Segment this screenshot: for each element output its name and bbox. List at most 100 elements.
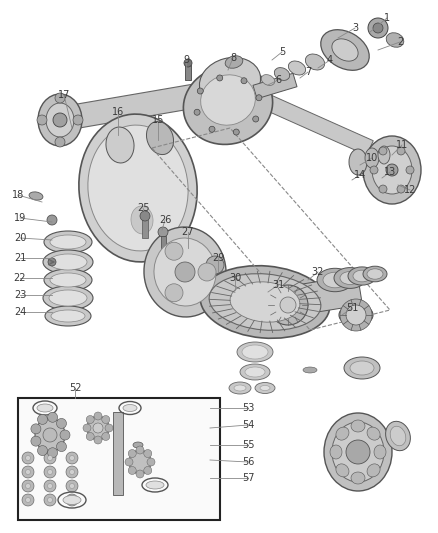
Ellipse shape bbox=[344, 357, 380, 379]
Circle shape bbox=[93, 423, 103, 433]
Ellipse shape bbox=[367, 464, 380, 477]
Text: 10: 10 bbox=[366, 153, 378, 163]
Circle shape bbox=[44, 466, 56, 478]
Circle shape bbox=[140, 211, 150, 221]
Circle shape bbox=[346, 440, 370, 464]
Ellipse shape bbox=[38, 94, 82, 146]
Text: 17: 17 bbox=[58, 90, 70, 100]
Polygon shape bbox=[283, 275, 362, 317]
Text: 30: 30 bbox=[229, 273, 241, 283]
Circle shape bbox=[25, 497, 31, 503]
Circle shape bbox=[368, 18, 388, 38]
Ellipse shape bbox=[225, 56, 243, 68]
Ellipse shape bbox=[350, 361, 374, 375]
Ellipse shape bbox=[198, 263, 216, 281]
Text: 1: 1 bbox=[384, 13, 390, 23]
Ellipse shape bbox=[200, 265, 330, 338]
Ellipse shape bbox=[51, 310, 85, 322]
Text: 12: 12 bbox=[404, 185, 416, 195]
Circle shape bbox=[373, 23, 383, 33]
Text: 23: 23 bbox=[14, 290, 26, 300]
Circle shape bbox=[66, 480, 78, 492]
Ellipse shape bbox=[131, 206, 153, 234]
Circle shape bbox=[44, 494, 56, 506]
Circle shape bbox=[136, 470, 144, 478]
Ellipse shape bbox=[390, 426, 406, 446]
Ellipse shape bbox=[63, 496, 81, 505]
Text: 32: 32 bbox=[312, 267, 324, 277]
Circle shape bbox=[22, 494, 34, 506]
Ellipse shape bbox=[245, 367, 265, 377]
Ellipse shape bbox=[340, 299, 372, 331]
Ellipse shape bbox=[43, 286, 93, 310]
Text: 11: 11 bbox=[396, 140, 408, 150]
Circle shape bbox=[147, 458, 155, 466]
Circle shape bbox=[83, 424, 91, 432]
Circle shape bbox=[136, 446, 144, 454]
Text: 8: 8 bbox=[230, 53, 236, 63]
Circle shape bbox=[102, 416, 110, 424]
Ellipse shape bbox=[199, 58, 261, 107]
Circle shape bbox=[253, 116, 259, 122]
Polygon shape bbox=[142, 218, 148, 238]
Circle shape bbox=[94, 436, 102, 444]
Circle shape bbox=[102, 432, 110, 440]
Ellipse shape bbox=[146, 481, 164, 489]
Circle shape bbox=[86, 432, 94, 440]
Circle shape bbox=[209, 126, 215, 132]
Circle shape bbox=[22, 466, 34, 478]
Circle shape bbox=[47, 215, 57, 225]
Text: 27: 27 bbox=[182, 227, 194, 237]
Ellipse shape bbox=[324, 413, 392, 491]
Circle shape bbox=[379, 147, 387, 155]
Circle shape bbox=[73, 115, 83, 125]
Circle shape bbox=[175, 262, 195, 282]
Circle shape bbox=[397, 185, 405, 193]
Circle shape bbox=[48, 448, 58, 458]
Text: 51: 51 bbox=[346, 303, 358, 313]
Circle shape bbox=[144, 449, 152, 457]
Text: 2: 2 bbox=[397, 37, 403, 47]
Circle shape bbox=[280, 297, 296, 313]
Text: 52: 52 bbox=[69, 383, 81, 393]
Ellipse shape bbox=[378, 146, 390, 164]
Polygon shape bbox=[113, 412, 123, 495]
Ellipse shape bbox=[340, 271, 360, 285]
Ellipse shape bbox=[146, 122, 173, 155]
Text: 53: 53 bbox=[242, 403, 254, 413]
Text: 55: 55 bbox=[242, 440, 254, 450]
Circle shape bbox=[70, 456, 74, 461]
Ellipse shape bbox=[37, 404, 53, 412]
Text: 7: 7 bbox=[305, 67, 311, 77]
Ellipse shape bbox=[332, 422, 384, 482]
Ellipse shape bbox=[44, 269, 92, 291]
Ellipse shape bbox=[43, 250, 93, 274]
Ellipse shape bbox=[260, 385, 270, 391]
Ellipse shape bbox=[79, 114, 197, 262]
Circle shape bbox=[70, 497, 74, 503]
Ellipse shape bbox=[129, 450, 151, 474]
Circle shape bbox=[128, 449, 136, 457]
Circle shape bbox=[31, 436, 41, 446]
Ellipse shape bbox=[133, 442, 143, 448]
Ellipse shape bbox=[351, 420, 365, 432]
Ellipse shape bbox=[50, 235, 86, 249]
Ellipse shape bbox=[305, 54, 325, 70]
Ellipse shape bbox=[317, 268, 353, 292]
Text: 20: 20 bbox=[14, 233, 26, 243]
Ellipse shape bbox=[336, 464, 349, 477]
Ellipse shape bbox=[242, 345, 268, 359]
Ellipse shape bbox=[165, 242, 183, 260]
Circle shape bbox=[158, 227, 168, 237]
Polygon shape bbox=[185, 65, 191, 80]
Ellipse shape bbox=[385, 421, 410, 451]
Ellipse shape bbox=[386, 33, 404, 47]
Circle shape bbox=[25, 483, 31, 489]
Circle shape bbox=[256, 95, 262, 101]
Ellipse shape bbox=[44, 231, 92, 253]
Circle shape bbox=[31, 424, 41, 434]
Circle shape bbox=[55, 137, 65, 147]
Circle shape bbox=[70, 483, 74, 489]
Circle shape bbox=[37, 115, 47, 125]
Ellipse shape bbox=[230, 282, 300, 322]
